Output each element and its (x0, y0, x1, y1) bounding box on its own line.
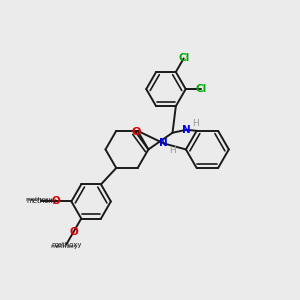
Text: methoxy: methoxy (50, 244, 78, 249)
Text: Cl: Cl (196, 84, 207, 94)
Text: H: H (169, 146, 176, 155)
Text: N: N (160, 138, 168, 148)
Text: Cl: Cl (178, 53, 189, 63)
Text: O: O (131, 127, 140, 137)
Text: O: O (51, 196, 60, 206)
Text: H: H (192, 119, 199, 128)
Text: methoxy: methoxy (51, 242, 81, 248)
Text: methoxy: methoxy (26, 197, 53, 202)
Text: methoxy: methoxy (26, 199, 56, 205)
Text: N: N (182, 125, 191, 135)
Text: O: O (69, 227, 78, 237)
